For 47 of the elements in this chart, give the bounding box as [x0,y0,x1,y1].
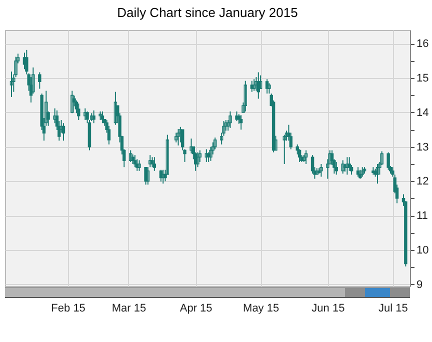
candlestick [209,146,212,162]
candlestick [178,126,182,143]
candlestick [204,148,208,162]
candlestick [386,152,390,170]
candlestick [174,132,178,143]
candlestick [334,161,338,176]
candlestick [129,150,132,162]
candlestick [239,114,243,130]
candlestick [268,82,271,94]
candlestick [148,154,152,168]
y-tick-label: 15 [416,72,429,85]
y-tick-label: 14 [416,106,429,119]
candlestick [152,156,156,172]
candlestick [146,166,150,186]
candlestick [196,152,200,168]
y-tick-label: 16 [416,38,429,50]
x-tick-label: Apr 15 [180,302,212,314]
y-tick-label: 13 [416,141,429,154]
candlestick [252,78,256,92]
candlestick [70,90,74,114]
x-tick-label: Jun 15 [312,302,345,314]
candlestick [341,160,344,174]
candlestick [131,154,134,165]
candlestick [244,80,247,112]
x-tick-label: Mar 15 [112,302,146,314]
candlestick [282,134,286,165]
y-tick-label: 9 [416,278,423,291]
candlestick [138,160,141,172]
candlestick [228,110,232,128]
x-tick-label: Jul 15 [378,302,408,314]
candlestick [348,156,351,172]
y-tick-label: 12 [416,176,429,188]
x-tick-label: May 15 [243,302,280,314]
candlestick [360,166,364,178]
y-tick-label: 11 [416,210,428,222]
candlestick [176,128,180,146]
candlestick [38,72,42,90]
candlestick [190,138,193,154]
x-tick-label: Feb 15 [51,302,86,314]
candlestick [62,122,66,142]
candlestick [133,154,137,168]
candlestick [150,156,154,168]
chart-title: Daily Chart since January 2015 [117,5,298,20]
y-tick-label: 10 [416,244,429,256]
candlestick [77,103,80,121]
candlestick [183,148,186,162]
candlestick [84,108,87,121]
